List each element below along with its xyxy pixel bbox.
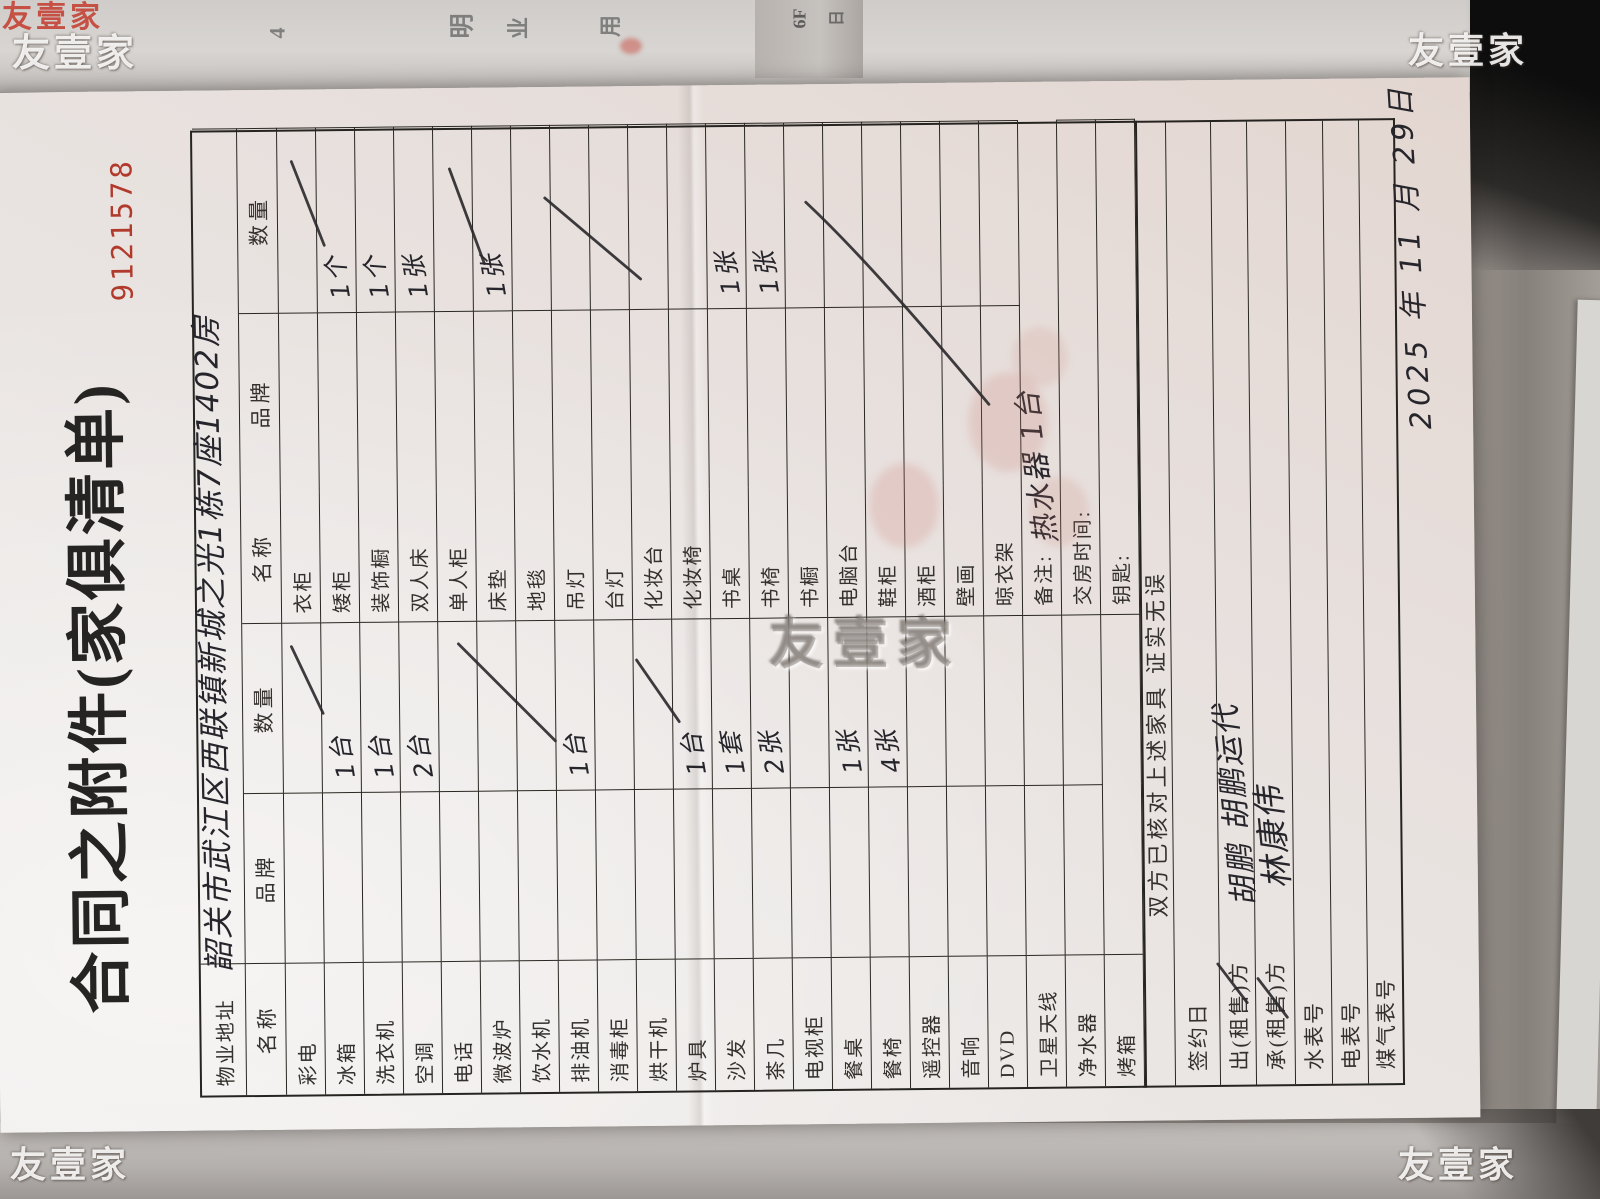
background-text-fragment: 用	[598, 14, 624, 38]
background-text-fragment: 6F	[789, 8, 810, 29]
red-stamp-fragment	[620, 38, 642, 54]
contract-page-behind	[0, 0, 1500, 92]
watermark-bottomright: 友壹家	[1398, 1144, 1519, 1185]
desk-dark-corner	[1470, 0, 1600, 270]
desk-bottom-right-corner	[1380, 1109, 1600, 1199]
watermark-center: 友壹家	[770, 615, 962, 675]
handwritten-strike-marks	[289, 160, 1289, 1019]
paper-edge-strip: 6F 日	[755, 0, 863, 78]
watermark-topleft: 友壹家	[12, 33, 139, 75]
watermark-red-topleft: 友壹家	[2, 1, 104, 34]
watermark-bottomleft: 友壹家	[10, 1144, 131, 1185]
background-text-fragment: 明	[449, 13, 477, 39]
watermark-topright: 友壹家	[1408, 30, 1529, 71]
background-text-fragment: 4	[264, 27, 290, 39]
background-text-fragment: 日	[829, 9, 847, 27]
desk-bottom-edge	[0, 1123, 1600, 1199]
background-text-fragment: 业	[506, 16, 532, 40]
furniture-list-document: 合同之附件(家俱清单) 9121578 物业地址 名称 品牌 数量 名称 品牌 数量 彩电 衣柜…	[0, 77, 1481, 1133]
